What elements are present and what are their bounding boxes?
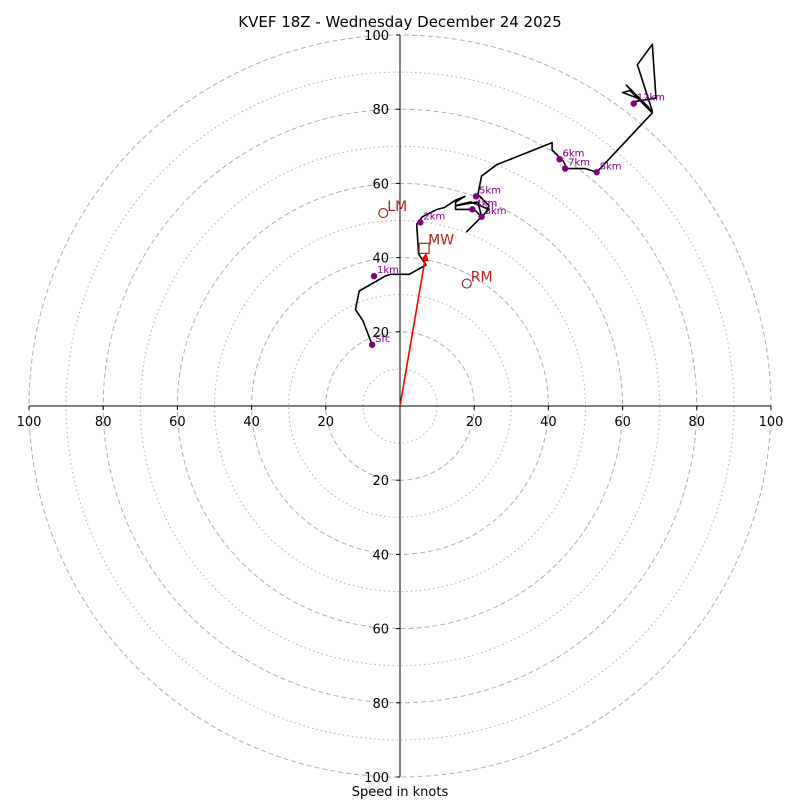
height-label-7km: 7km <box>568 158 590 169</box>
shear-vector <box>399 252 429 407</box>
height-label-3km: 3km <box>485 206 507 217</box>
height-point-2km <box>417 219 424 226</box>
height-point-6km <box>556 156 563 163</box>
x-tick-label: 60 <box>169 415 186 430</box>
x-tick-label: 20 <box>318 415 335 430</box>
x-tick-label: 80 <box>689 415 706 430</box>
height-point-3km <box>478 213 485 220</box>
y-tick-label: 40 <box>372 548 389 563</box>
x-tick-label: 100 <box>759 415 784 430</box>
y-tick-label: 20 <box>372 474 389 489</box>
x-axis-label: Speed in knots <box>352 785 449 800</box>
y-tick-label: 100 <box>364 29 389 44</box>
height-label-Sfc: Sfc <box>375 334 390 345</box>
y-tick-label: 40 <box>372 252 389 267</box>
height-label-4km: 4km <box>475 198 497 209</box>
x-tick-label: 20 <box>466 415 483 430</box>
height-label-2km: 2km <box>423 211 445 222</box>
y-tick-label: 100 <box>364 771 389 786</box>
storm-label-RM: RM <box>471 270 493 286</box>
height-point-1km <box>370 272 378 280</box>
shear-arrow <box>399 252 429 407</box>
tick-labels: 100 80 60 40 20 20 40 60 80 100 100 80 60 40 20 20 40 60 8… <box>17 29 784 786</box>
height-point-8km <box>593 169 600 176</box>
wind-trace <box>354 43 657 346</box>
y-tick-label: 60 <box>372 177 389 192</box>
height-label-12km: 12km <box>637 93 665 104</box>
x-tick-label: 100 <box>17 415 42 430</box>
y-tick-label: 20 <box>372 326 389 341</box>
x-tick-label: 80 <box>95 415 112 430</box>
height-label-1km: 1km <box>377 265 399 276</box>
height-point-4km <box>469 206 476 213</box>
chart-title: KVEF 18Z - Wednesday December 24 2025 <box>238 13 561 31</box>
height-point-Sfc <box>368 341 376 348</box>
height-point-12km <box>630 100 637 107</box>
x-tick-label: 60 <box>614 415 631 430</box>
storm-marker-RM <box>461 278 472 289</box>
height-label-6km: 6km <box>563 148 585 159</box>
height-label-8km: 8km <box>600 161 622 172</box>
x-tick-label: 40 <box>540 415 557 430</box>
height-label-5km: 5km <box>479 185 501 196</box>
storm-label-MW: MW <box>428 232 454 248</box>
x-tick-label: 40 <box>243 415 260 430</box>
storm-motion-markers: LM RM MW <box>378 199 493 289</box>
storm-label-LM: LM <box>387 199 407 215</box>
wind-profile-line <box>354 43 657 346</box>
y-tick-label: 60 <box>372 623 389 638</box>
storm-marker-MW <box>418 242 430 254</box>
storm-marker-LM <box>378 207 389 219</box>
height-point-7km <box>561 165 569 172</box>
y-tick-label: 80 <box>372 103 389 118</box>
y-tick-label: 80 <box>372 697 389 712</box>
height-point-5km <box>472 193 480 200</box>
